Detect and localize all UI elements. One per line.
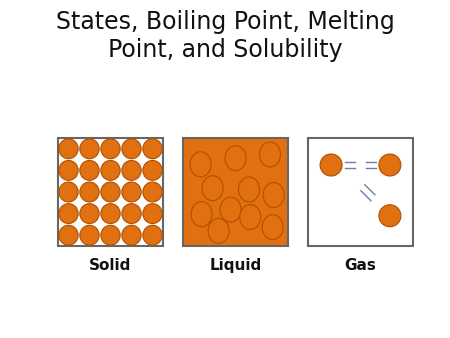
Ellipse shape [101,225,120,245]
Ellipse shape [190,152,211,177]
Ellipse shape [208,218,229,243]
Ellipse shape [122,161,141,180]
Ellipse shape [59,225,78,245]
Ellipse shape [143,204,162,223]
Ellipse shape [80,182,99,202]
Bar [183,138,288,246]
Ellipse shape [263,183,284,208]
Ellipse shape [101,161,120,180]
Ellipse shape [122,204,141,223]
Ellipse shape [143,161,162,180]
Text: States, Boiling Point, Melting
Point, and Solubility: States, Boiling Point, Melting Point, an… [56,10,394,62]
Ellipse shape [101,182,120,202]
Ellipse shape [260,142,280,167]
Ellipse shape [59,161,78,180]
Ellipse shape [202,176,223,201]
Ellipse shape [262,215,283,240]
Ellipse shape [379,154,401,176]
Ellipse shape [379,205,401,227]
Ellipse shape [320,154,342,176]
Ellipse shape [122,182,141,202]
Ellipse shape [59,204,78,223]
Ellipse shape [143,182,162,202]
Bar [308,138,413,246]
Text: Liquid: Liquid [209,258,261,273]
Ellipse shape [238,177,260,202]
Ellipse shape [122,139,141,159]
Ellipse shape [122,225,141,245]
Ellipse shape [59,182,78,202]
Bar [58,138,163,246]
Ellipse shape [191,201,212,226]
Ellipse shape [225,146,246,171]
Text: Solid: Solid [89,258,132,273]
Ellipse shape [220,197,241,222]
Ellipse shape [59,139,78,159]
Text: Gas: Gas [345,258,377,273]
Ellipse shape [101,139,120,159]
Ellipse shape [143,225,162,245]
Ellipse shape [240,204,261,230]
Ellipse shape [80,161,99,180]
Ellipse shape [101,204,120,223]
Ellipse shape [80,204,99,223]
Ellipse shape [143,139,162,159]
Ellipse shape [80,139,99,159]
Ellipse shape [80,225,99,245]
